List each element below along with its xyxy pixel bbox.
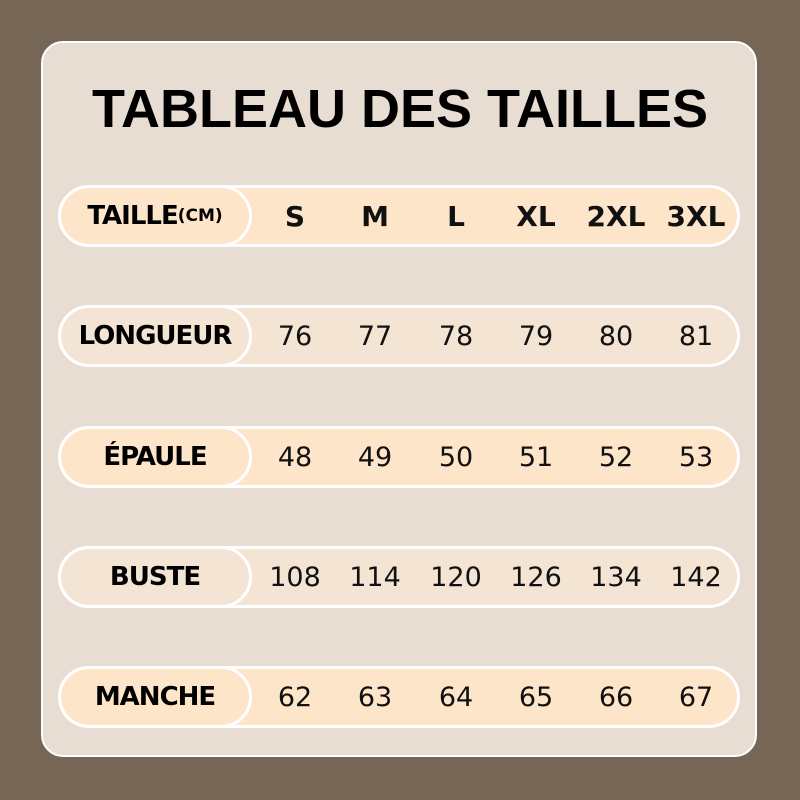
row-label: MANCHE [58,666,252,728]
cell: 120 [430,561,482,593]
cell: 142 [670,561,722,593]
cell: 66 [598,681,634,713]
cell: 65 [518,681,554,713]
row-label: ÉPAULE [58,426,252,488]
cell: M [361,199,389,233]
unit-label: (CM) [177,206,223,226]
cell: 67 [678,681,714,713]
table-row: BUSTE 108 114 120 126 134 142 [58,546,740,608]
cell: 114 [349,561,401,593]
cell: 76 [277,320,313,352]
cell: 52 [598,441,634,473]
row-label: BUSTE [58,546,252,608]
cell: 134 [590,561,642,593]
cell: 81 [678,320,714,352]
cell: 126 [510,561,562,593]
cell: XL [516,199,556,233]
cell: 3XL [666,199,726,233]
table-row: LONGUEUR 76 77 78 79 80 81 [58,305,740,367]
cell: 77 [357,320,393,352]
cell: 79 [518,320,554,352]
table-row: ÉPAULE 48 49 50 51 52 53 [58,426,740,488]
cell: 80 [598,320,634,352]
cell: 64 [438,681,474,713]
cell: 2XL [586,199,646,233]
cell: S [284,199,306,233]
cell: 50 [438,441,474,473]
cell: 53 [678,441,714,473]
cell: 49 [357,441,393,473]
page-title: TABLEAU DES TAILLES [92,79,708,139]
cell: 108 [269,561,321,593]
cell: 48 [277,441,313,473]
cell: 51 [518,441,554,473]
header-row hdr: TAILLE (CM) S M L XL 2XL 3XL [58,185,740,247]
size-chart-panel [41,41,757,757]
taille-label: TAILLE [87,201,178,231]
cell: 78 [438,320,474,352]
cell: 63 [357,681,393,713]
row-label: LONGUEUR [58,305,252,367]
cell: 62 [277,681,313,713]
cell: L [447,199,465,233]
table-row: MANCHE 62 63 64 65 66 67 [58,666,740,728]
header-label: TAILLE (CM) [58,185,252,247]
